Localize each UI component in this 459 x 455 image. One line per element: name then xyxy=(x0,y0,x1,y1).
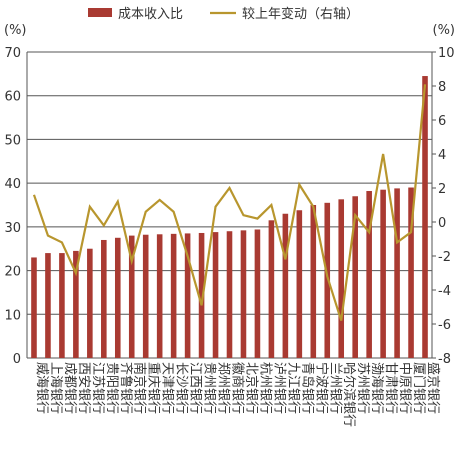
x-tick-label: 杭州银行 xyxy=(257,362,272,414)
line xyxy=(32,84,427,321)
x-tick-label: 苏州银行 xyxy=(355,362,371,414)
y2-tick-label: 8 xyxy=(438,80,446,95)
x-tick-label: 厦门银行 xyxy=(411,362,426,414)
bar xyxy=(101,239,107,358)
y-tick-label: 60 xyxy=(4,90,21,105)
bar xyxy=(128,235,135,358)
bar xyxy=(366,191,372,358)
x-tick-label: 天津银行 xyxy=(160,362,175,414)
bar xyxy=(73,250,79,358)
y-unit: (%) xyxy=(4,23,27,38)
x-tick-label: 北京银行 xyxy=(243,362,258,414)
bar xyxy=(198,232,205,358)
bar xyxy=(268,220,275,358)
y-tick-label: 10 xyxy=(4,308,21,323)
x-tick-label: 甘肃银行 xyxy=(383,362,398,414)
x-tick-label: 江苏银行 xyxy=(90,362,106,414)
y2-tick-label: -4 xyxy=(438,284,451,299)
x-tick-label: 徽商银行 xyxy=(230,362,245,414)
y-tick-label: 30 xyxy=(4,221,21,236)
y2-tick-label: 2 xyxy=(438,182,446,197)
y2-tick-label: -2 xyxy=(438,250,451,265)
x-tick-label: 长沙银行 xyxy=(174,362,189,414)
bar xyxy=(380,189,386,358)
x-tick-label: 泸州银行 xyxy=(271,362,286,414)
bar xyxy=(254,229,261,358)
x-tick-label: 宁波银行 xyxy=(313,362,329,414)
bar xyxy=(394,188,400,358)
bar xyxy=(184,233,191,358)
legend-swatch xyxy=(88,8,112,17)
bar xyxy=(296,210,303,358)
bar xyxy=(59,253,65,358)
y-tick-label: 50 xyxy=(4,133,21,148)
x-tick-label: 郑州银行 xyxy=(216,362,231,414)
y-tick-label: 70 xyxy=(4,46,21,61)
x-tick-label: 九江银行 xyxy=(285,362,300,414)
bar xyxy=(45,253,51,358)
x-tick-label: 贵州银行 xyxy=(202,362,217,414)
bar xyxy=(156,234,163,358)
x-tick-label: 兰州银行 xyxy=(327,362,342,414)
bar xyxy=(338,199,345,358)
bar xyxy=(170,233,177,358)
bar xyxy=(212,232,219,358)
bar xyxy=(324,202,331,358)
y-tick-label: 0 xyxy=(13,352,21,367)
x-tick-label: 盛京银行 xyxy=(425,362,440,414)
x-tick-label: 青岛银行 xyxy=(299,362,315,414)
bar xyxy=(226,231,233,358)
y2-tick-label: -8 xyxy=(438,352,451,367)
x-tick-label: 成都银行 xyxy=(62,362,77,414)
y2-tick-label: 10 xyxy=(438,46,455,61)
bar xyxy=(352,196,358,358)
bar xyxy=(408,187,414,358)
y2-tick-label: 4 xyxy=(438,148,446,163)
x-tick-label: 渤海银行 xyxy=(369,362,385,414)
x-tick-label: 江西银行 xyxy=(188,362,203,414)
x-tick-label: 威海银行 xyxy=(34,362,49,414)
bar xyxy=(87,248,93,358)
legend-label: 成本收入比 xyxy=(118,7,183,22)
bar xyxy=(240,230,247,358)
bar xyxy=(282,213,289,358)
y2-tick-label: -6 xyxy=(438,318,451,333)
bar xyxy=(422,76,428,359)
x-tick-label: 中原银行 xyxy=(397,362,412,414)
y-tick-label: 20 xyxy=(4,265,21,280)
legend-label: 较上年变动（右轴） xyxy=(242,6,359,22)
y-tick-label: 40 xyxy=(4,177,21,192)
x-tick-label: 上海银行 xyxy=(48,362,63,414)
bar xyxy=(114,237,121,358)
bar xyxy=(31,257,37,358)
x-tick-label: 贵阳银行 xyxy=(104,362,119,414)
x-tick-label: 南京银行 xyxy=(132,362,148,414)
bar xyxy=(142,234,149,358)
x-tick-label: 西安银行 xyxy=(76,362,91,414)
x-tick-label: 齐鲁银行 xyxy=(118,362,134,414)
y2-tick-label: 6 xyxy=(438,114,446,129)
x-tick-label: 哈尔滨银行 xyxy=(341,362,357,427)
y2-tick-label: 0 xyxy=(438,216,446,231)
x-tick-label: 重庆银行 xyxy=(146,362,162,414)
y2-unit: (%) xyxy=(433,23,456,38)
bar xyxy=(310,205,317,358)
